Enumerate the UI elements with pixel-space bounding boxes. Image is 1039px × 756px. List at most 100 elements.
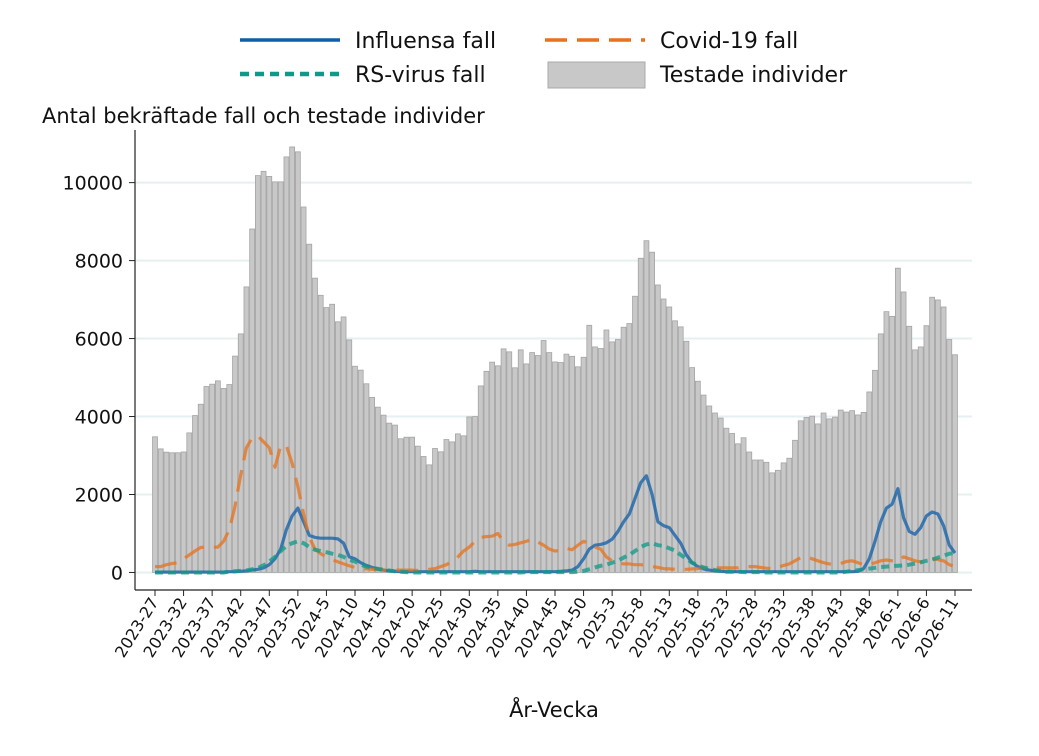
bar [283, 156, 290, 573]
bar [357, 369, 364, 573]
bar [655, 284, 661, 573]
bar [454, 433, 461, 573]
bar [877, 333, 884, 573]
bar [552, 361, 558, 573]
bar [775, 469, 781, 573]
bar [323, 307, 330, 573]
bar [712, 412, 718, 573]
bar [443, 439, 450, 573]
bar [832, 416, 838, 573]
bar [940, 306, 947, 573]
bar [500, 348, 507, 573]
bar [414, 445, 421, 573]
bar [494, 365, 501, 573]
bar [740, 437, 747, 573]
bar [317, 294, 324, 573]
bar [546, 352, 553, 573]
bar [615, 339, 621, 573]
bar [883, 311, 890, 573]
bar [437, 451, 444, 573]
bar [792, 439, 798, 573]
bar [529, 352, 536, 573]
bar [512, 367, 518, 573]
bar [312, 277, 318, 573]
bar [506, 351, 513, 573]
bar [540, 340, 547, 573]
bar [837, 409, 844, 573]
bar [535, 355, 541, 573]
bar [660, 298, 667, 573]
legend: Influensa fall Covid-19 fall RS-virus fa… [240, 29, 848, 89]
y-tick-label: 2000 [75, 484, 123, 506]
bar [769, 472, 776, 573]
bar [889, 315, 896, 573]
bar [277, 181, 284, 573]
bar [626, 323, 633, 573]
bar [637, 257, 644, 573]
bar [735, 443, 741, 573]
bar [826, 418, 833, 573]
bar [449, 441, 455, 573]
bar [677, 326, 684, 573]
bar [803, 417, 810, 573]
bar [209, 383, 216, 573]
bar [929, 296, 936, 573]
bar [409, 436, 415, 573]
bar [329, 303, 335, 573]
bar [266, 175, 273, 573]
bar [689, 367, 696, 573]
bar [249, 228, 256, 573]
bar [780, 462, 787, 573]
x-axis-label: År-Vecka [509, 696, 599, 722]
bar [369, 397, 375, 573]
y-tick-label: 4000 [75, 407, 123, 429]
bar [489, 361, 495, 573]
y-axis-ticks: 0 2000 4000 6000 8000 10000 [63, 173, 135, 584]
bar [294, 151, 301, 573]
bar [557, 362, 564, 573]
bar [346, 339, 353, 573]
bar [895, 267, 901, 573]
bar [186, 432, 193, 573]
bar [592, 346, 598, 573]
bar [923, 325, 930, 573]
bar [272, 181, 278, 573]
legend-label-rsv: RS-virus fall [355, 63, 486, 88]
bar [786, 457, 793, 573]
bar [289, 146, 295, 573]
bar [420, 456, 427, 573]
bar [300, 206, 307, 573]
bar [917, 346, 924, 573]
bar [763, 461, 770, 573]
bar [586, 324, 593, 573]
bar [334, 321, 341, 573]
bar [872, 369, 878, 573]
bar [232, 355, 238, 573]
bar [575, 366, 581, 573]
bar [797, 420, 804, 573]
bar [477, 385, 484, 573]
bar [952, 354, 958, 573]
bars-testade-individer [152, 146, 958, 573]
bar [632, 295, 638, 573]
bar [706, 405, 713, 573]
bar [403, 436, 410, 573]
bar [643, 240, 650, 573]
bar [483, 370, 490, 573]
bar [352, 365, 358, 573]
y-tick-label: 6000 [75, 329, 123, 351]
bar [820, 412, 827, 573]
bar [620, 326, 627, 573]
bar [363, 383, 370, 573]
x-axis-ticks: 2023-272023-322023-372023-422023-472023-… [111, 590, 962, 661]
bar [237, 333, 244, 573]
bar [563, 353, 570, 573]
bar [226, 384, 233, 573]
bar [815, 423, 821, 573]
bar [432, 448, 438, 573]
bar [472, 416, 478, 573]
y-tick-label: 8000 [75, 251, 123, 273]
bar [374, 406, 381, 573]
bar [243, 286, 250, 573]
